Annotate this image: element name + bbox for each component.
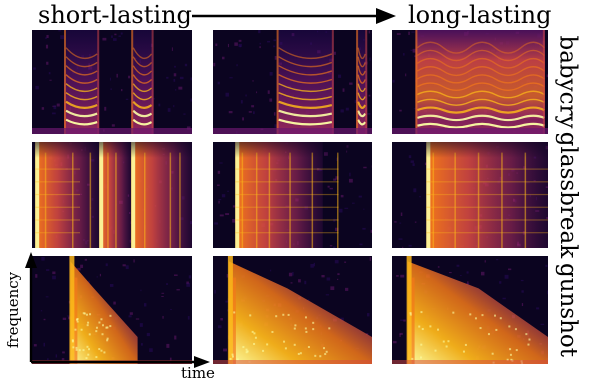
spectrogram-gunshot-medium	[213, 256, 372, 364]
frequency-axis-label: frequency	[4, 271, 22, 349]
spectrogram-glassbreak-medium	[213, 142, 372, 248]
duration-arrow	[192, 8, 396, 24]
short-lasting-label: short-lasting	[38, 1, 192, 29]
spectrogram-babycry-short	[32, 30, 192, 134]
spectrogram-babycry-medium	[213, 30, 372, 134]
long-lasting-label: long-lasting	[408, 1, 552, 29]
row-label-glassbreak: glassbreak	[555, 131, 582, 259]
time-frequency-axes	[25, 252, 210, 368]
spectrogram-gunshot-long	[392, 256, 548, 364]
row-label-gunshot: gunshot	[555, 262, 581, 358]
row-label-babycry: babycry	[555, 35, 581, 129]
spectrogram-glassbreak-long	[392, 142, 548, 248]
spectrogram-gunshot-short	[32, 256, 192, 364]
time-axis-label: time	[181, 364, 215, 382]
spectrogram-babycry-long	[392, 30, 548, 134]
spectrogram-glassbreak-short	[32, 142, 192, 248]
